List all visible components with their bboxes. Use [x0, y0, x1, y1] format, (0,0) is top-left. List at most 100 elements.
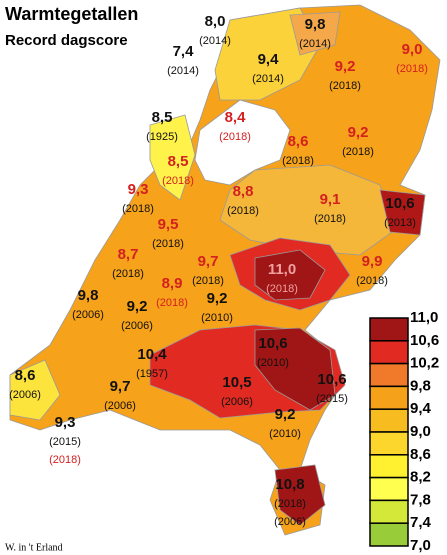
station-year: (2006) — [104, 400, 136, 412]
station-value: 9,2 — [335, 58, 356, 75]
region-zeeland-yellow — [9, 359, 61, 421]
station-year: (2018) — [266, 283, 298, 295]
station-year: (2006) — [72, 309, 104, 321]
station-year: (2018) — [282, 155, 314, 167]
station-year: (2010) — [201, 312, 233, 324]
station-year: (2018) — [274, 498, 306, 510]
station-value: 9,2 — [275, 406, 296, 423]
stations: 8,0 (2014) 7,4 (2014) 9,8 (2014) 9,0 (2018) 9,4 (… — [9, 13, 428, 528]
station-value: 9,1 — [320, 191, 341, 208]
station-year: (2010) — [269, 428, 301, 440]
legend-swatch — [369, 522, 409, 547]
station-year: (2018) — [122, 203, 154, 215]
legend-swatch — [369, 385, 409, 410]
station-year: (2018) — [192, 275, 224, 287]
map-subtitle: Record dagscore — [5, 32, 128, 49]
station-value: 9,2 — [348, 124, 369, 141]
station-value: 8,4 — [225, 109, 247, 126]
station-value: 9,8 — [305, 16, 326, 33]
legend-label: 7,8 — [410, 491, 431, 508]
station-year: (2018) — [156, 297, 188, 309]
legend-label: 8,2 — [410, 469, 431, 486]
station-year: (2018) — [396, 63, 428, 75]
station-value: 9,8 — [78, 287, 99, 304]
legend-label: 9,8 — [410, 377, 431, 394]
station-year: (2006) — [9, 389, 41, 401]
station-year: (2014) — [199, 35, 231, 47]
station-year: (2018) — [152, 238, 184, 250]
region-north-orange — [289, 11, 341, 56]
station-year: (2014) — [299, 38, 331, 50]
station-year: (2018) — [112, 268, 144, 280]
station-value: 8,6 — [288, 133, 309, 150]
station-value: 8,6 — [15, 367, 36, 384]
station-value: 10,5 — [222, 374, 251, 391]
legend-label: 9,0 — [410, 423, 431, 440]
station-year: (2014) — [167, 65, 199, 77]
station-year: (2006) — [121, 320, 153, 332]
station-value: 8,9 — [162, 275, 183, 292]
station-value: 10,8 — [275, 476, 304, 493]
map-regions — [9, 4, 441, 536]
station-year: (2018) — [356, 275, 388, 287]
legend-label: 10,2 — [410, 355, 439, 372]
station-value: 8,7 — [118, 246, 139, 263]
station-value: 9,3 — [128, 181, 149, 198]
station-year: (2015) — [49, 436, 81, 448]
station-value: 9,2 — [127, 298, 148, 315]
map-title: Warmtegetallen — [5, 4, 138, 24]
station-value: 8,0 — [205, 13, 226, 30]
station-year: (1925) — [146, 131, 178, 143]
station-value: 10,6 — [258, 335, 287, 352]
region-base — [9, 4, 441, 536]
station-year: (2014) — [252, 73, 284, 85]
region-limburg-dark — [274, 464, 326, 526]
station-year: (2018) — [329, 80, 361, 92]
station-value: 10,6 — [317, 371, 346, 388]
region-east-red — [379, 189, 426, 236]
station-year: (2015) — [316, 393, 348, 405]
station-value: 9,7 — [198, 253, 219, 270]
station-value: 10,6 — [385, 195, 414, 212]
station-year: (2010) — [257, 357, 289, 369]
station-year: (2018) — [227, 205, 259, 217]
station-value: 10,4 — [137, 346, 167, 363]
legend-label: 10,6 — [410, 332, 439, 349]
legend-swatch — [369, 431, 409, 456]
region-ijsselmeer — [194, 99, 291, 186]
station-value: 9,7 — [110, 378, 131, 395]
credit: W. in 't Erland — [5, 542, 63, 553]
station-value: 9,9 — [362, 253, 383, 270]
station-value: 11,0 — [268, 261, 296, 278]
station-year: (2018) — [49, 454, 81, 466]
legend-label: 8,6 — [410, 446, 431, 463]
legend-label: 7,0 — [410, 537, 431, 554]
region-gelderland-dark — [254, 249, 326, 301]
legend-swatch — [369, 499, 409, 524]
region-northholland — [149, 114, 196, 201]
station-value: 9,2 — [207, 290, 228, 307]
legend-swatch — [369, 408, 409, 433]
station-value: 9,5 — [158, 216, 179, 233]
station-year: (2018) — [162, 175, 194, 187]
legend-swatch — [369, 454, 409, 479]
station-value: 8,5 — [152, 109, 173, 126]
station-value: 7,4 — [173, 43, 195, 60]
station-value: 8,5 — [168, 153, 189, 170]
legend-swatch — [369, 362, 409, 388]
station-year: (2006) — [221, 396, 253, 408]
station-year: (1957) — [136, 368, 168, 380]
station-year: (2018) — [314, 213, 346, 225]
legend-label: 9,4 — [410, 400, 432, 417]
region-south-dark — [254, 327, 336, 411]
legend-label: 11,0 — [410, 309, 438, 326]
station-value: 9,3 — [55, 414, 76, 431]
legend-swatch — [369, 317, 409, 342]
station-year: (2018) — [219, 131, 251, 143]
station-value: 9,0 — [402, 41, 423, 58]
station-value: 9,4 — [258, 51, 280, 68]
station-year: (2018) — [342, 146, 374, 158]
legend-swatch — [369, 476, 409, 502]
station-value: 8,8 — [233, 183, 254, 200]
